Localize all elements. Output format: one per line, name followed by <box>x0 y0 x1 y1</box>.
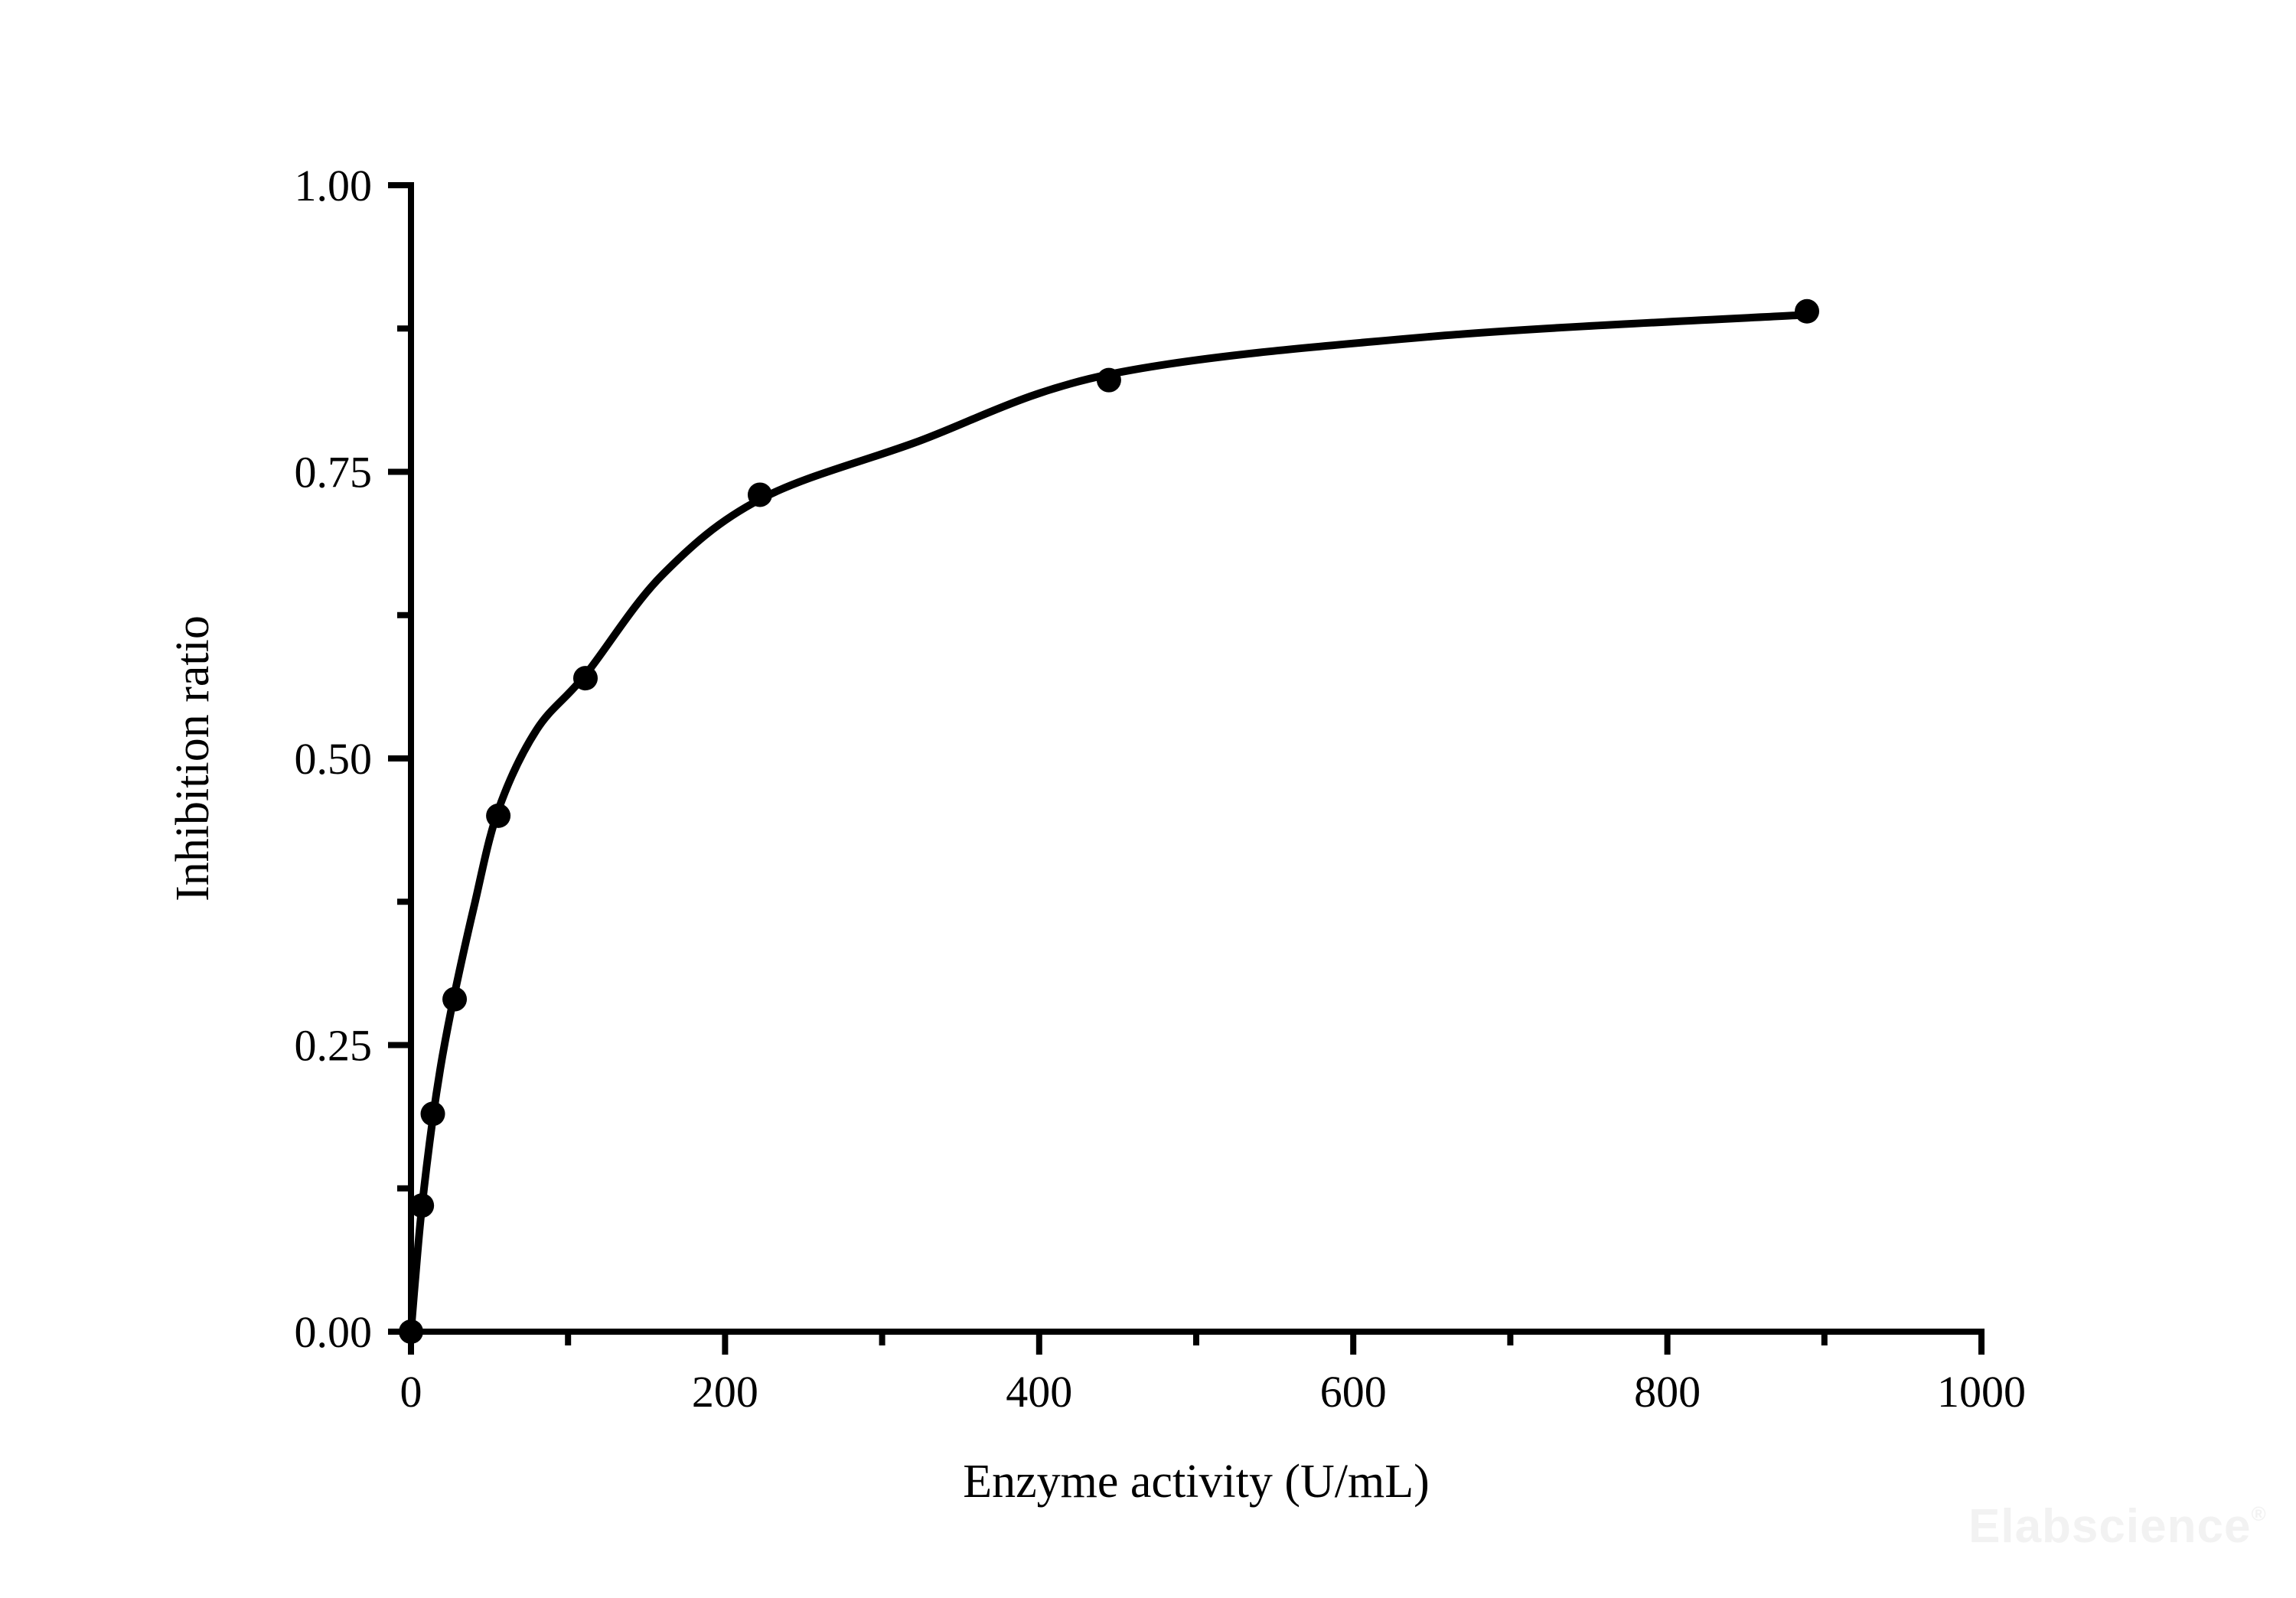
data-point <box>1795 298 1820 324</box>
watermark-text: Elabscience <box>1968 1500 2252 1553</box>
x-tick-label: 800 <box>1634 1367 1701 1417</box>
data-point <box>572 666 598 691</box>
y-tick-label: 0.25 <box>295 1021 373 1071</box>
data-point <box>409 1193 435 1218</box>
fitted-curve <box>407 311 1811 1335</box>
y-tick-label: 0.75 <box>295 448 373 497</box>
x-tick-label: 600 <box>1320 1367 1387 1417</box>
data-point <box>486 803 511 828</box>
y-tick-label: 0.00 <box>295 1307 373 1357</box>
x-tick-label: 1000 <box>1937 1367 2026 1417</box>
data-point <box>399 1319 423 1344</box>
data-point <box>442 987 468 1012</box>
data-point <box>420 1101 445 1127</box>
x-tick-label: 0 <box>400 1367 422 1417</box>
y-tick-label: 0.50 <box>295 734 373 784</box>
registered-trademark-icon: ® <box>2251 1502 2267 1525</box>
y-tick-label: 1.00 <box>295 161 373 210</box>
y-axis-title: Inhibition ratio <box>167 615 219 902</box>
x-tick-label: 200 <box>692 1367 758 1417</box>
watermark-logo: Elabscience® <box>1968 1503 2267 1551</box>
x-axis-title: Enzyme activity (U/mL) <box>963 1456 1430 1508</box>
data-point <box>747 482 772 507</box>
data-point <box>1096 367 1121 393</box>
x-tick-label: 400 <box>1006 1367 1072 1417</box>
